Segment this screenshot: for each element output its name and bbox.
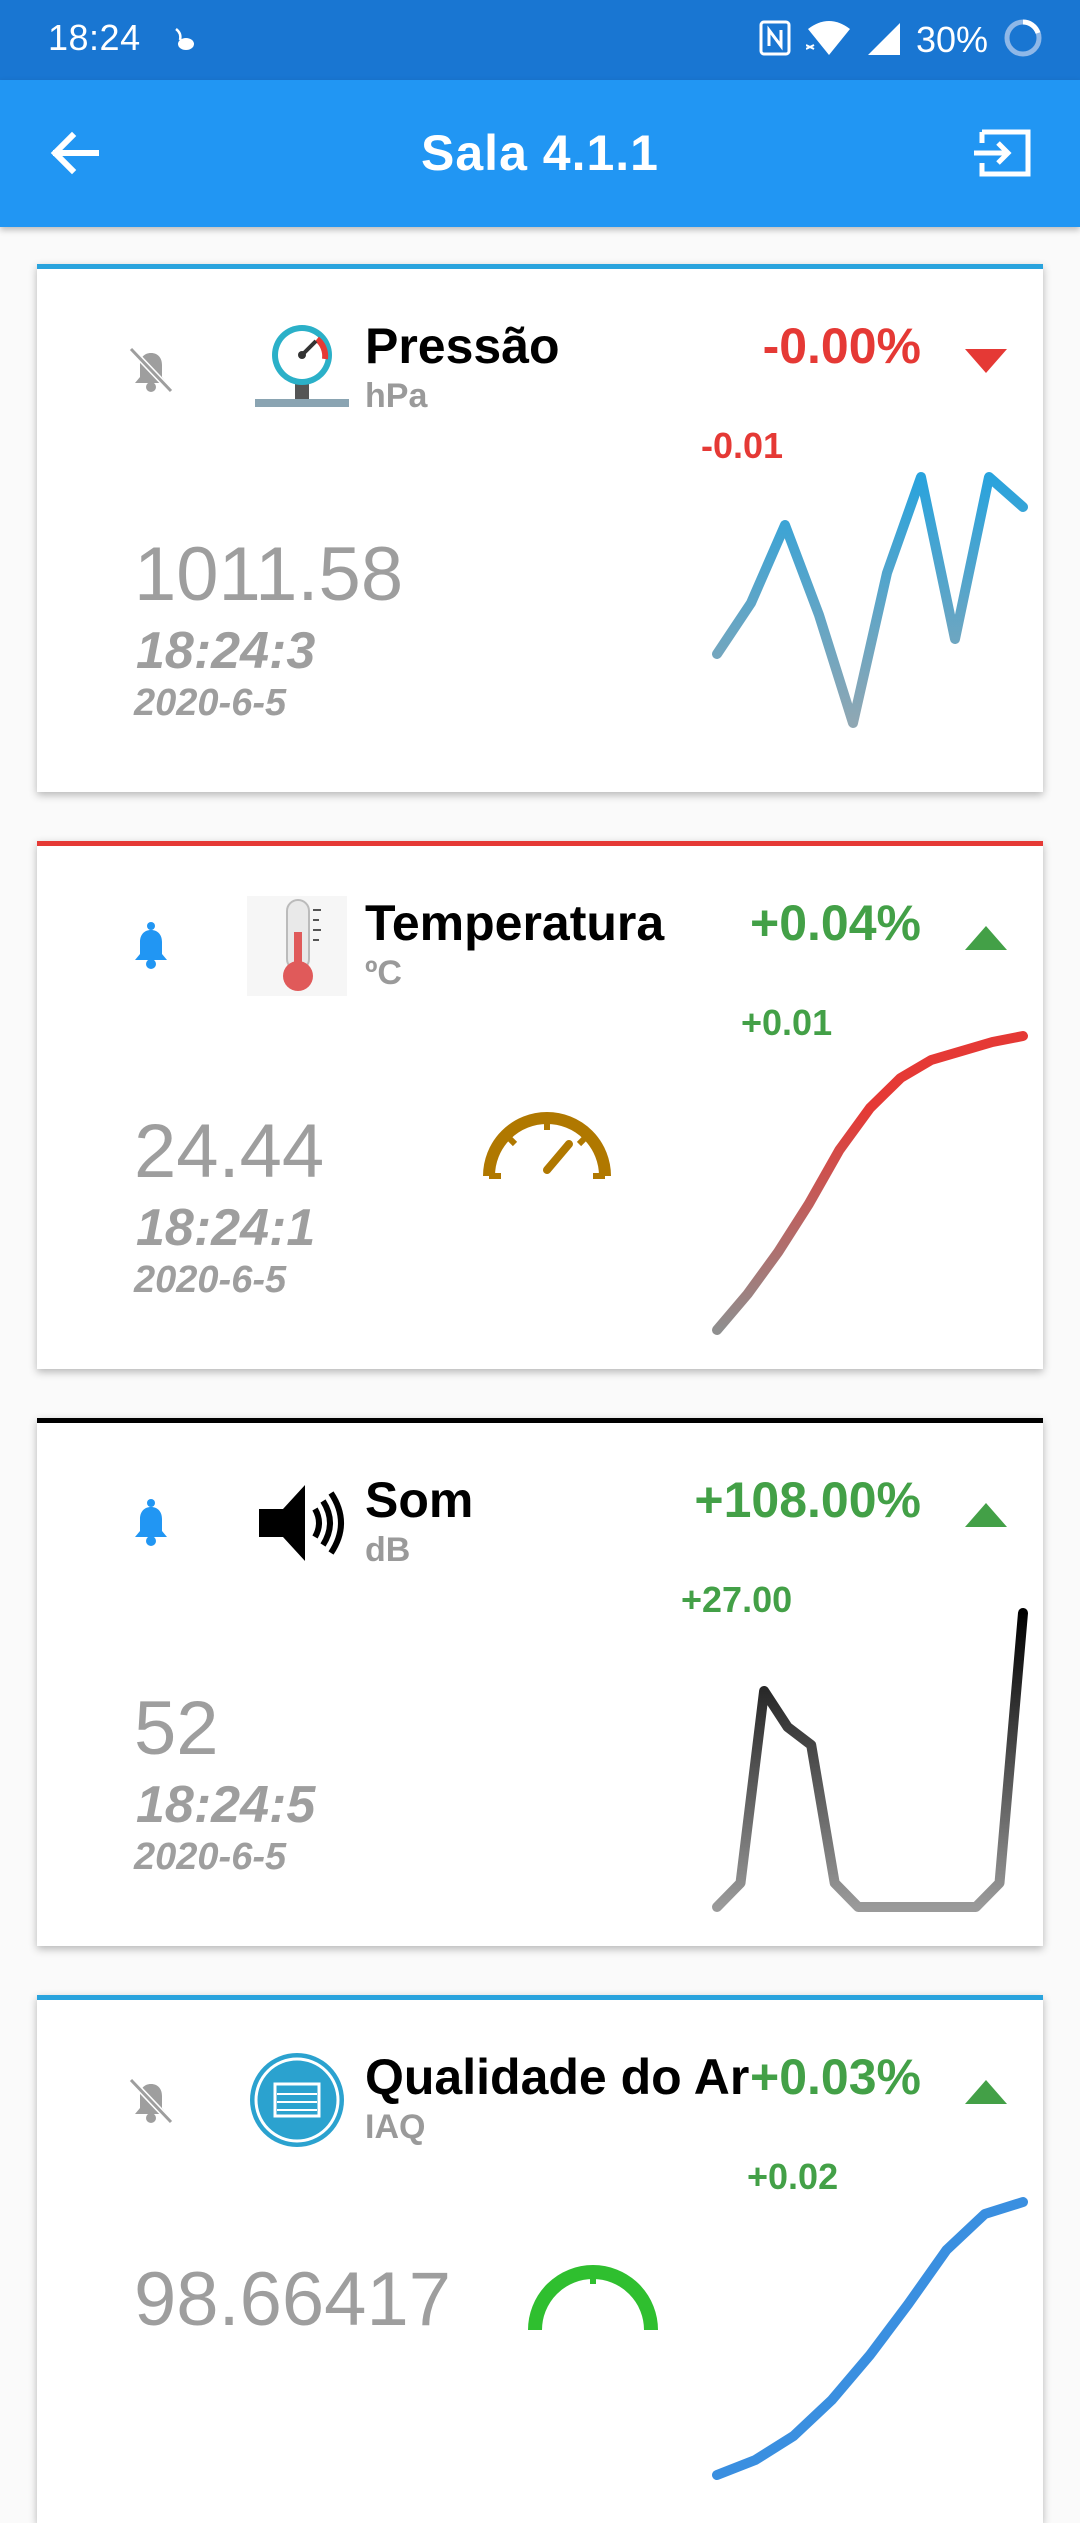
sensor-card-temperature[interactable]: Temperatura ºC +0.04% +0.01 24.44 18:24:…: [37, 841, 1043, 1369]
status-bar: 18:24 30%: [0, 0, 1080, 80]
sparkline-line: [712, 1608, 1028, 1912]
sensor-value: 98.66417: [134, 2257, 451, 2342]
sensor-name: Pressão: [365, 318, 560, 374]
sparkline-chart: [712, 1031, 1028, 1335]
percent-change: -0.00% -0.01: [701, 317, 921, 466]
sensor-card-pressure[interactable]: Pressão hPa -0.00% -0.01 1011.58 18:24:3…: [37, 264, 1043, 792]
bell-icon: [135, 922, 167, 969]
notifications-on-button[interactable]: [121, 1493, 181, 1553]
battery-percent: 30%: [915, 19, 988, 60]
notifications-on-button[interactable]: [121, 916, 181, 976]
percent-change: +0.04% +0.01: [741, 894, 921, 1043]
sensor-name: Som: [365, 1472, 474, 1528]
reading-date: 2020-6-5: [134, 1259, 287, 1301]
sparkline-chart: [712, 2197, 1028, 2480]
back-button[interactable]: [40, 118, 110, 188]
percent-change-text: +108.00%: [694, 1472, 921, 1528]
trend-up-icon: [965, 926, 1007, 950]
status-time: 18:24: [48, 17, 141, 58]
percent-change-text: -0.00%: [762, 318, 921, 374]
sensor-card-sound[interactable]: Som dB +108.00% +27.00 52 18:24:5 2020-6…: [37, 1418, 1043, 1946]
signal-icon: [866, 19, 902, 62]
absolute-change: -0.01: [701, 425, 784, 466]
bell-off-icon: [128, 346, 174, 394]
absolute-change: +27.00: [681, 1579, 793, 1620]
notifications-off-button[interactable]: [121, 339, 181, 399]
reading-date: 2020-6-5: [134, 1836, 287, 1878]
air-quality-icon: [247, 2050, 357, 2150]
absolute-change: +0.02: [747, 2156, 839, 2197]
page-title: Sala 4.1.1: [421, 125, 659, 181]
reading-date: 2020-6-5: [134, 682, 287, 724]
arrow-back-icon: [50, 131, 99, 175]
reading-time: 18:24:5: [136, 1776, 316, 1834]
app-bar: Sala 4.1.1: [0, 80, 1080, 227]
trend-up-icon: [965, 2080, 1007, 2104]
reading-time: 18:24:1: [136, 1199, 316, 1257]
speaker-icon: [247, 1473, 357, 1573]
percent-change: +108.00% +27.00: [681, 1471, 921, 1620]
status-icons: 30%: [758, 12, 1044, 68]
pressure-gauge-icon: [247, 319, 357, 419]
sensor-value: 52: [134, 1686, 219, 1771]
wifi-icon: [805, 19, 852, 62]
sensor-value: 1011.58: [134, 532, 404, 617]
speedometer-icon[interactable]: [477, 1096, 617, 1186]
sparkline-line: [712, 472, 1028, 728]
sensor-unit: IAQ: [365, 2108, 426, 2146]
sensor-card-air-quality[interactable]: Qualidade do Ar IAQ +0.03% +0.02 98.6641…: [37, 1995, 1043, 2523]
bell-off-icon: [128, 2077, 174, 2125]
sparkline-chart: [712, 1608, 1028, 1912]
speedometer-icon[interactable]: [523, 2250, 663, 2340]
nfc-icon: [758, 19, 792, 62]
notifications-off-button[interactable]: [121, 2070, 181, 2130]
exit-icon: [974, 129, 1031, 177]
sensor-unit: ºC: [365, 954, 402, 992]
sparkline-chart: [712, 472, 1028, 728]
sparkline-line: [712, 2197, 1028, 2480]
absolute-change: +0.01: [741, 1002, 833, 1043]
trend-down-icon: [965, 349, 1007, 373]
bell-icon: [135, 1499, 167, 1546]
sensor-unit: hPa: [365, 377, 428, 415]
reading-time: 18:24:3: [136, 622, 316, 680]
battery-icon: [1002, 17, 1044, 64]
sparkline-line: [712, 1031, 1028, 1335]
logout-button[interactable]: [970, 118, 1040, 188]
sensor-name: Temperatura: [365, 895, 665, 951]
percent-change-text: +0.04%: [750, 895, 921, 951]
percent-change-text: +0.03%: [750, 2049, 921, 2105]
thermometer-icon: [247, 896, 357, 996]
sensor-value: 24.44: [134, 1109, 325, 1194]
notification-dot-icon: [168, 24, 198, 54]
sensor-unit: dB: [365, 1531, 411, 1569]
trend-up-icon: [965, 1503, 1007, 1527]
percent-change: +0.03% +0.02: [747, 2048, 921, 2197]
sensor-name: Qualidade do Ar: [365, 2049, 750, 2105]
